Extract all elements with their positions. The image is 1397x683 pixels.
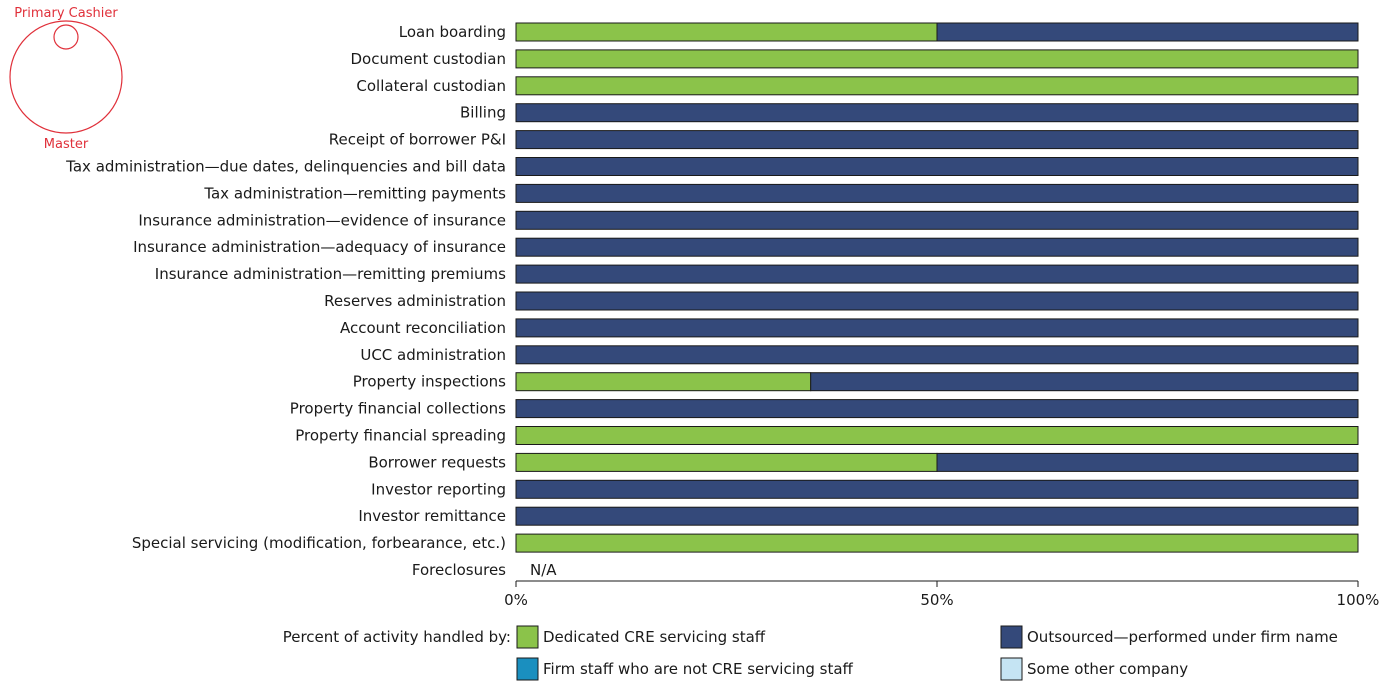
- bar-segment-2: [515, 183, 1359, 203]
- bar-segment-2: [515, 345, 1359, 365]
- bar-segment-2: [515, 130, 1359, 150]
- na-annotation: N/A: [530, 561, 557, 579]
- legend-swatch: [516, 625, 539, 649]
- category-label: Document custodian: [351, 50, 507, 68]
- bar-segment-2: [515, 479, 1359, 499]
- bar-segment-2: [936, 22, 1359, 42]
- legend-label: Firm staff who are not CRE servicing sta…: [543, 660, 854, 678]
- legend: Percent of activity handled by: Dedicated…: [283, 625, 1338, 681]
- bar-segment-2: [515, 399, 1359, 419]
- bar-segment-2: [515, 103, 1359, 123]
- category-label: Reserves administration: [324, 292, 506, 310]
- category-label: Property financial spreading: [295, 427, 506, 445]
- category-label: Foreclosures: [412, 561, 506, 579]
- category-label: Billing: [460, 104, 506, 122]
- category-label: Account reconciliation: [340, 319, 506, 337]
- category-label: Loan boarding: [399, 23, 506, 41]
- category-label: Insurance administration—evidence of ins…: [138, 211, 506, 229]
- x-tick-label: 100%: [1337, 591, 1380, 609]
- category-label: Insurance administration—remitting premi…: [155, 265, 506, 283]
- x-tick-label: 0%: [504, 591, 528, 609]
- category-label: Insurance administration—adequacy of ins…: [133, 238, 506, 256]
- category-label: Investor remittance: [358, 507, 506, 525]
- category-label: Tax administration—due dates, delinquenc…: [65, 158, 506, 176]
- bar-segment-2: [936, 452, 1359, 472]
- category-label: Receipt of borrower P&I: [329, 131, 506, 149]
- bar-segment-1: [515, 426, 1359, 445]
- bar-segment-2: [515, 264, 1359, 284]
- bar-segment-2: [515, 318, 1359, 338]
- bar-segment-1: [515, 452, 938, 472]
- category-label: Borrower requests: [368, 453, 506, 471]
- bar-segment-2: [515, 210, 1359, 230]
- category-label: Collateral custodian: [356, 77, 506, 95]
- category-label: Investor reporting: [371, 480, 506, 498]
- bar-segment-2: [810, 372, 1359, 392]
- bar-segment-1: [515, 22, 938, 42]
- corner-diagram: Primary Cashier Master: [9, 6, 123, 152]
- bar-segment-1: [515, 76, 1359, 96]
- legend-label: Some other company: [1027, 660, 1188, 678]
- bar-segment-2: [515, 237, 1359, 257]
- legend-swatch: [1000, 657, 1023, 681]
- legend-swatch: [516, 657, 539, 681]
- category-label: Property inspections: [353, 373, 506, 391]
- bar-segment-2: [515, 157, 1359, 176]
- category-label: Special servicing (modification, forbear…: [132, 534, 506, 552]
- category-label: Tax administration—remitting payments: [203, 184, 506, 202]
- bar-segment-1: [515, 49, 1359, 69]
- bar-segment-1: [515, 533, 1359, 553]
- corner-bottom-label: Master: [44, 137, 89, 152]
- legend-title: Percent of activity handled by:: [283, 628, 511, 646]
- x-tick-label: 50%: [920, 591, 953, 609]
- legend-swatch: [1000, 625, 1023, 649]
- small-circle-icon: [53, 24, 79, 50]
- corner-top-label: Primary Cashier: [14, 6, 118, 21]
- plot-area: Loan boarding Document custodian Collatera…: [65, 22, 1380, 609]
- bar-segment-1: [515, 372, 812, 392]
- category-label: Property financial collections: [290, 400, 506, 418]
- legend-label: Outsourced—performed under firm name: [1027, 628, 1338, 646]
- bar-segment-2: [515, 291, 1359, 311]
- legend-label: Dedicated CRE servicing staff: [543, 628, 766, 646]
- large-circle-icon: [9, 20, 123, 134]
- category-label: UCC administration: [360, 346, 506, 364]
- bar-segment-2: [515, 506, 1359, 526]
